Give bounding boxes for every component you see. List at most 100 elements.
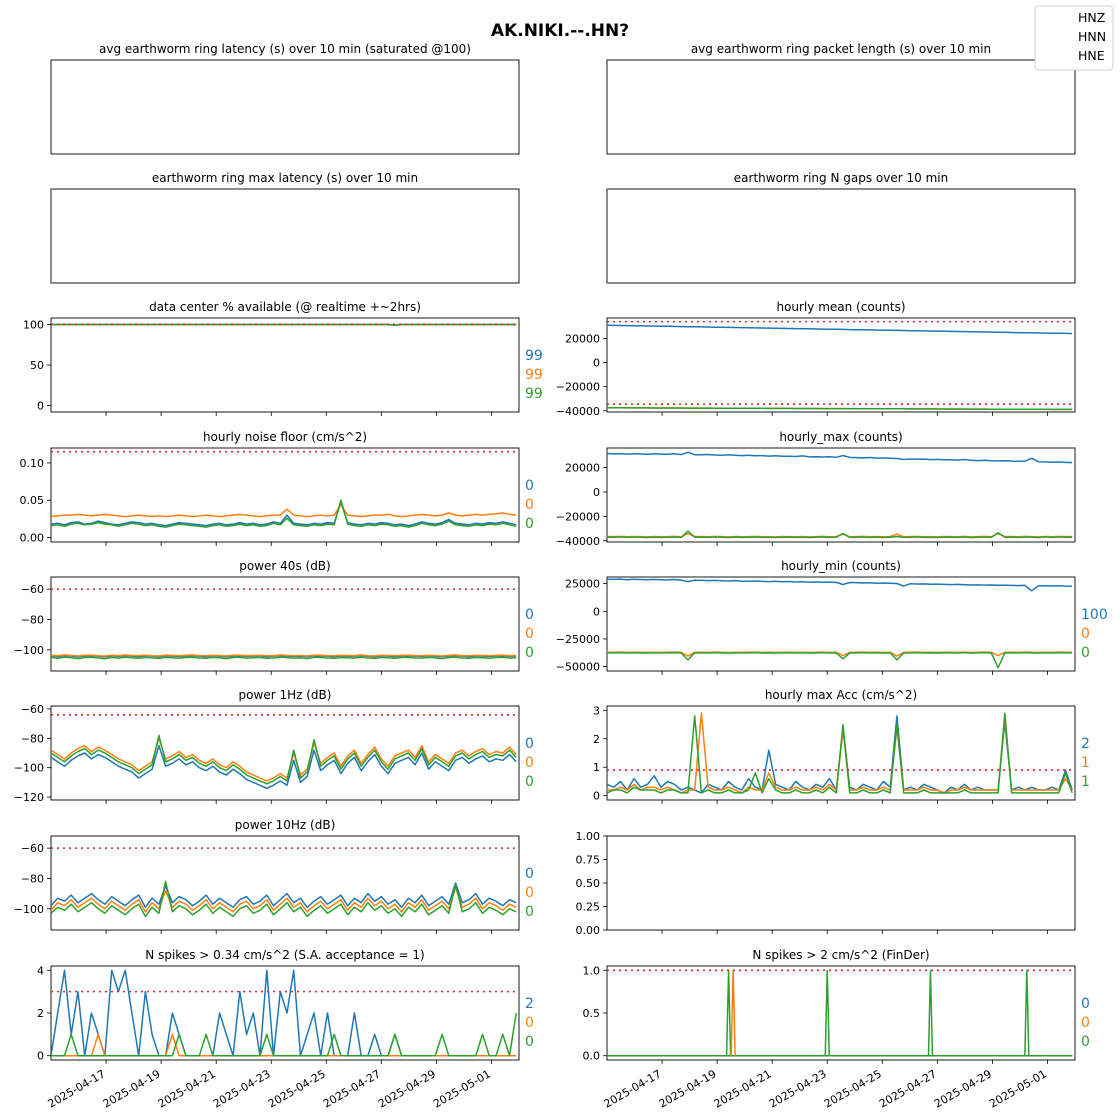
axes-frame [606,447,1076,543]
y-tick-label: 0.75 [576,854,601,867]
panel-p7: hourly noise floor (cm/s^2) 0.00 0.05 0.10 0… [20,430,534,546]
y-tick-label: −50000 [556,661,600,674]
series-line-hne [51,499,517,528]
side-label-hnz: 2 [525,996,534,1012]
legend: HNZ HNN HNE [1034,5,1114,71]
y-tick-label: 0.25 [576,901,601,914]
x-tick-label: 2025-04-17 [46,1067,108,1110]
axes-frame [606,835,1076,931]
panel-title: N spikes > 0.34 cm/s^2 (S.A. acceptance … [145,948,424,962]
plot-area [51,323,519,327]
side-label-hne: 1 [1081,774,1090,790]
axes-frame [606,317,1076,413]
panel-title: hourly mean (counts) [776,300,905,314]
series-line-hne [607,651,1073,669]
y-tick-label: 20000 [565,462,600,475]
y-tick-label: −80 [21,872,44,885]
legend-entry-hne: HNE [1078,48,1105,63]
panel-title: power 10Hz (dB) [235,818,336,832]
side-label-hnz: 0 [1081,996,1090,1012]
legend-entry-hnz: HNZ [1078,10,1105,25]
y-tick-label: 0.00 [576,924,601,937]
panel-p1: avg earthworm ring latency (s) over 10 m… [50,42,520,155]
plot-area [607,712,1075,794]
panel-title: power 40s (dB) [239,559,330,573]
axes-frame [606,965,1076,1061]
plot-area [51,847,519,918]
side-label-hne: 0 [1081,1034,1090,1050]
panel-p4: earthworm ring N gaps over 10 min [606,171,1076,284]
series-line-hnz [51,882,517,909]
panel-title: hourly_max (counts) [779,430,902,444]
series-line-hnn [51,886,517,913]
y-tick-label: 0 [37,1050,44,1063]
y-tick-label: 0.05 [20,494,45,507]
side-label-hnn: 99 [525,367,543,383]
side-label-hnn: 0 [1081,1015,1090,1031]
side-label-hnz: 0 [525,607,534,623]
series-line-hnn [51,737,517,782]
series-line-hnz [607,451,1073,464]
series-line-hne [51,880,517,918]
y-tick-label: −100 [14,903,44,916]
figure-title: AK.NIKI.--.HN? [491,21,629,41]
y-tick-label: 0.00 [20,532,45,545]
side-label-hne: 99 [525,386,543,402]
plot-area [607,969,1075,1057]
panel-p11: power 1Hz (dB) −120 −100 −80 −60 0 0 0 [14,688,534,804]
plot-area [607,578,1073,669]
legend-box [1034,5,1114,71]
series-line-hnz [607,324,1073,335]
side-label-hnz: 99 [525,348,543,364]
x-tick-label: 2025-04-27 [877,1067,939,1110]
y-tick-label: 0 [593,605,600,618]
y-tick-label: 1.00 [576,830,601,843]
series-line-hnz [607,578,1073,592]
x-tick-label: 2025-04-29 [376,1067,438,1110]
panel-title: earthworm ring N gaps over 10 min [734,171,948,185]
x-tick-label: 2025-04-29 [932,1067,994,1110]
panel-p12: hourly max Acc (cm/s^2) 0 1 2 3 2 1 1 [593,688,1090,804]
x-tick-label: 2025-04-17 [602,1067,664,1110]
side-label-hnn: 0 [525,885,534,901]
y-tick-label: 0.50 [576,877,601,890]
axes-frame [606,188,1076,284]
y-tick-label: 0.0 [583,1050,601,1063]
panel-p3: earthworm ring max latency (s) over 10 m… [50,171,520,284]
y-tick-label: 2 [593,733,600,746]
y-tick-label: −100 [14,762,44,775]
side-label-hnz: 100 [1081,607,1108,623]
y-tick-label: 0 [37,400,44,413]
panel-p9: power 40s (dB) −100 −80 −60 0 0 0 [14,559,534,675]
y-tick-label: 0.5 [583,1007,601,1020]
panel-title: hourly max Acc (cm/s^2) [765,688,917,702]
series-line-hnn [607,651,1073,657]
panel-p2: avg earthworm ring packet length (s) ove… [606,42,1076,155]
y-tick-label: −20000 [556,381,600,394]
series-line-hne [607,407,1073,411]
axes-frame [50,317,520,413]
y-tick-label: −40000 [556,405,600,418]
panel-p15: N spikes > 0.34 cm/s^2 (S.A. acceptance … [37,948,534,1111]
axes-frame [50,835,520,931]
axes-frame [606,705,1076,801]
series-line-hne [51,323,517,327]
x-tick-label: 2025-04-23 [211,1067,273,1110]
side-label-hne: 0 [525,516,534,532]
y-tick-label: −100 [14,644,44,657]
axes-frame [50,188,520,284]
side-label-hnz: 0 [525,736,534,752]
y-tick-label: 0.10 [20,457,45,470]
y-tick-label: 4 [37,964,44,977]
y-tick-label: 20000 [565,332,600,345]
series-line-hne [607,712,1073,794]
y-tick-label: 50 [30,359,44,372]
panel-title: power 1Hz (dB) [239,688,332,702]
y-tick-label: −120 [14,791,44,804]
y-tick-label: −80 [21,732,44,745]
side-label-hne: 0 [525,645,534,661]
spike-mark [824,970,830,1056]
series-line-hnn [51,503,517,518]
y-tick-label: 2 [37,1007,44,1020]
